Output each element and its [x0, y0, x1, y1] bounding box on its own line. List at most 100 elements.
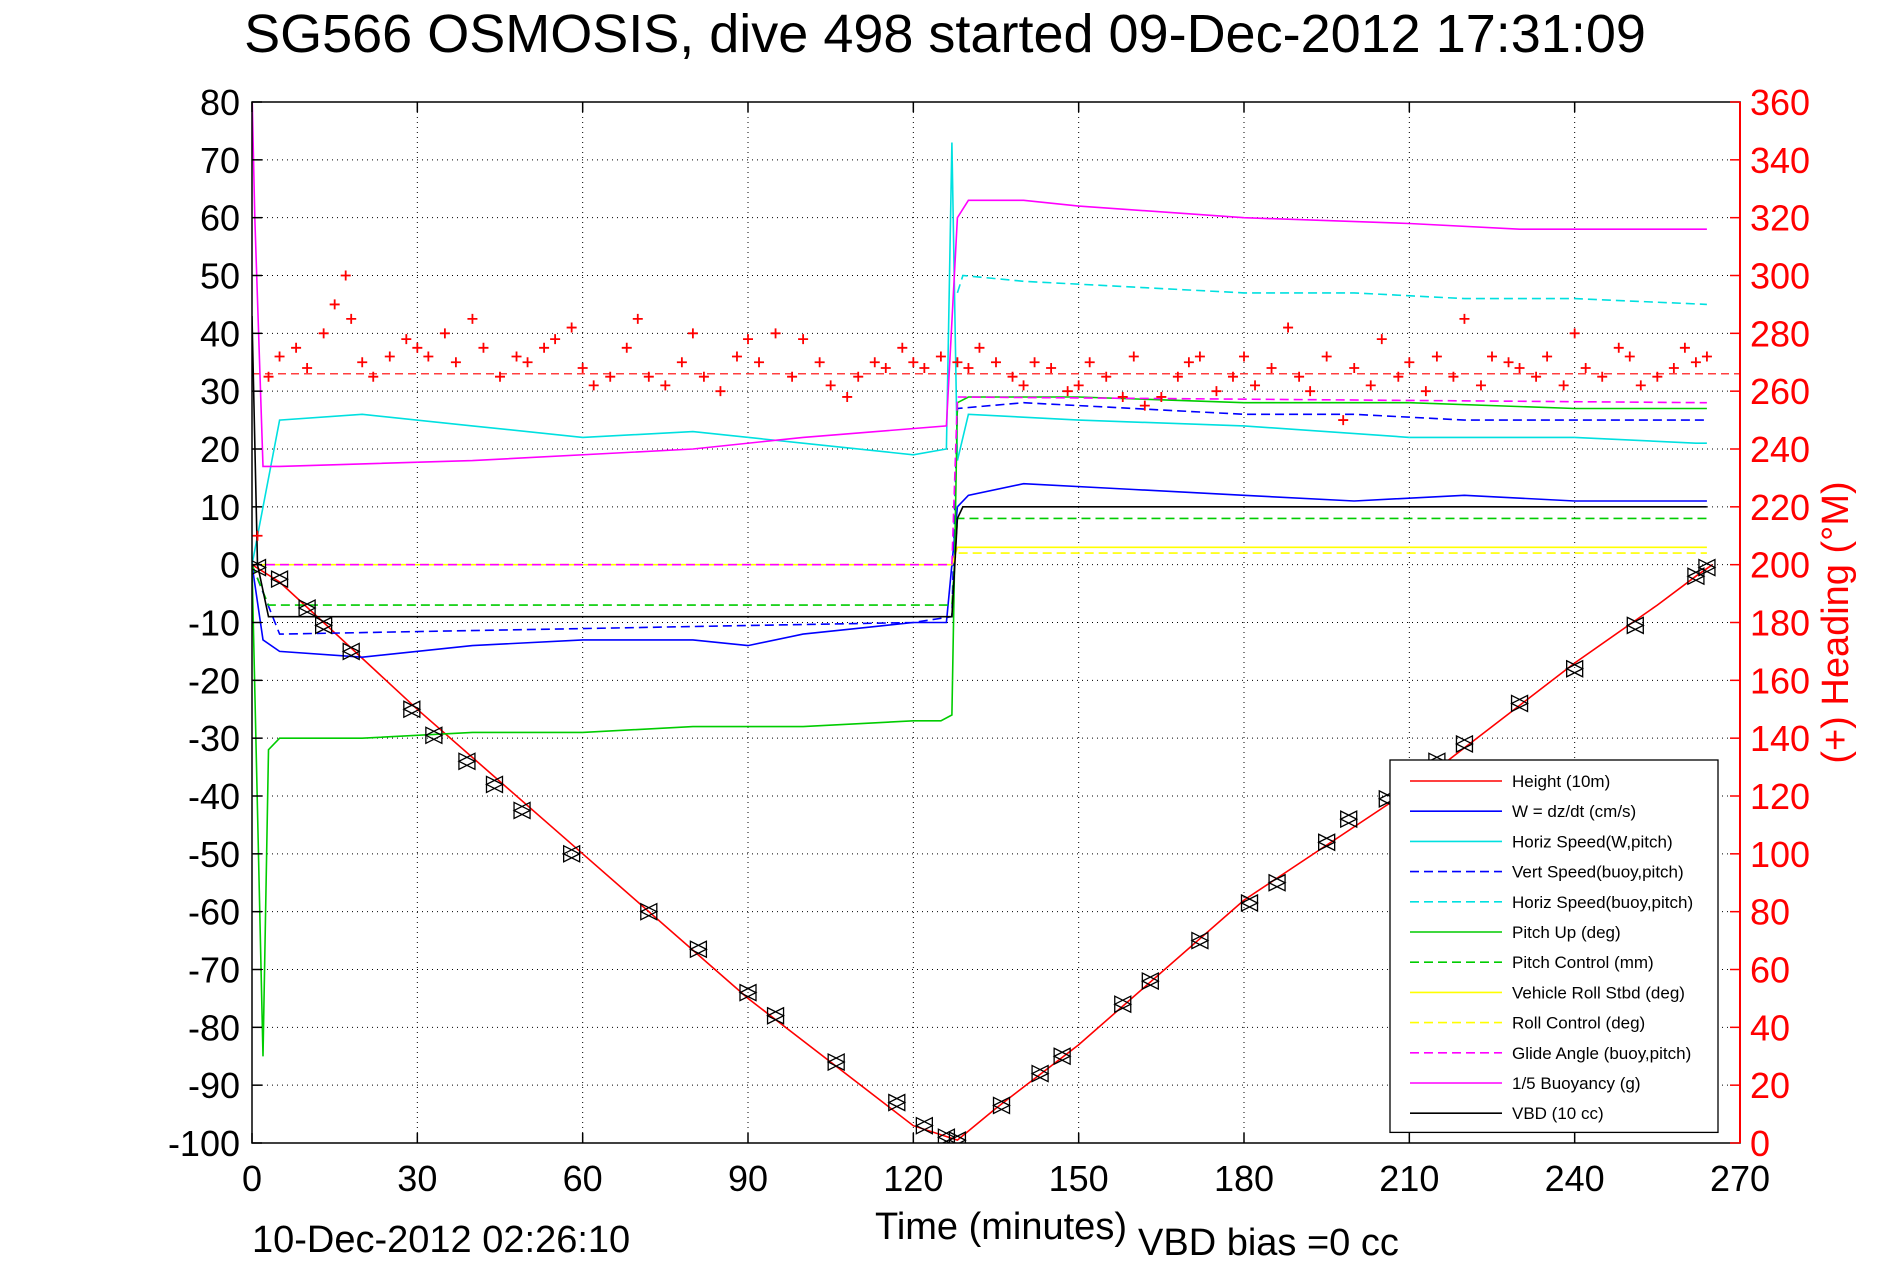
heading-point [731, 351, 742, 362]
heading-point [853, 371, 864, 382]
heading-point [1227, 371, 1238, 382]
heading-point [1459, 313, 1470, 324]
heading-point [1448, 371, 1459, 382]
depth-marker [1697, 558, 1717, 577]
legend-label: 1/5 Buoyancy (g) [1512, 1074, 1641, 1093]
right-y-axis-label: (+) Heading (°M) [1815, 481, 1857, 763]
heading-point [1321, 351, 1332, 362]
x-axis-label: Time (minutes) [875, 1206, 1127, 1248]
right-y-tick-label: 160 [1750, 660, 1810, 701]
heading-point [1139, 400, 1150, 411]
y-tick-label: -80 [188, 1007, 240, 1048]
heading-point [252, 530, 263, 541]
heading-point [1117, 391, 1128, 402]
heading-point [1183, 357, 1194, 368]
depth-marker [887, 1093, 907, 1112]
right-y-tick-label: 140 [1750, 718, 1810, 759]
heading-point [919, 363, 930, 374]
heading-point [1431, 351, 1442, 362]
legend-label: Glide Angle (buoy,pitch) [1512, 1044, 1691, 1063]
series-1-5-buoyancy-g [252, 102, 1707, 468]
depth-marker [457, 752, 477, 771]
right-y-tick-label: 200 [1750, 545, 1810, 586]
y-tick-label: 30 [200, 371, 240, 412]
x-tick-label: 30 [397, 1158, 437, 1199]
depth-marker [341, 642, 361, 661]
heading-point [1062, 386, 1073, 397]
right-y-tick-label: 20 [1750, 1065, 1790, 1106]
y-tick-label: -30 [188, 718, 240, 759]
depth-marker [314, 616, 334, 635]
heading-point [566, 322, 577, 333]
heading-point [450, 357, 461, 368]
heading-point [605, 371, 616, 382]
heading-point [439, 328, 450, 339]
legend-label: Pitch Control (mm) [1512, 953, 1654, 972]
y-tick-label: -40 [188, 776, 240, 817]
depth-marker [738, 983, 758, 1002]
heading-point [842, 391, 853, 402]
depth-marker [947, 1131, 967, 1143]
y-tick-label: 80 [200, 82, 240, 123]
heading-point [1597, 371, 1608, 382]
depth-marker [1030, 1064, 1050, 1083]
heading-point [478, 342, 489, 353]
heading-point [1542, 351, 1553, 362]
heading-point [539, 342, 550, 353]
depth-marker [688, 940, 708, 959]
right-y-tick-label: 260 [1750, 371, 1810, 412]
heading-point [1635, 380, 1646, 391]
heading-point [798, 334, 809, 345]
depth-marker [297, 598, 317, 618]
heading-point [1266, 363, 1277, 374]
heading-point [1624, 351, 1635, 362]
x-tick-label: 0 [242, 1158, 262, 1199]
x-tick-label: 240 [1545, 1158, 1605, 1199]
y-tick-label: 70 [200, 140, 240, 181]
depth-marker [914, 1116, 934, 1135]
depth-marker [424, 726, 444, 745]
heading-point [1569, 328, 1580, 339]
right-y-tick-label: 40 [1750, 1007, 1790, 1048]
legend-label: Vert Speed(buoy,pitch) [1512, 863, 1684, 882]
right-y-tick-label: 280 [1750, 313, 1810, 354]
heading-point [897, 342, 908, 353]
y-tick-label: -50 [188, 834, 240, 875]
y-tick-label: -100 [168, 1123, 240, 1164]
series-pitch-up-deg [252, 396, 1707, 1057]
heading-point [588, 380, 599, 391]
heading-markers [252, 270, 1712, 541]
heading-point [357, 357, 368, 368]
right-y-tick-label: 120 [1750, 776, 1810, 817]
heading-point [329, 299, 340, 310]
heading-point [1294, 371, 1305, 382]
depth-marker [562, 844, 582, 863]
heading-point [1393, 371, 1404, 382]
heading-point [511, 351, 522, 362]
depth-marker [485, 775, 504, 794]
series-horiz-speed-w-pitch [252, 142, 1707, 565]
heading-point [1101, 371, 1112, 382]
heading-point [814, 357, 825, 368]
dive-end-timestamp: 10-Dec-2012 02:26:10 [252, 1219, 630, 1261]
depth-marker [512, 801, 532, 820]
heading-point [1029, 357, 1040, 368]
heading-point [1156, 391, 1167, 402]
heading-point [423, 351, 434, 362]
depth-markers [252, 558, 1717, 1143]
depth-marker [1140, 972, 1160, 991]
heading-point [632, 313, 643, 324]
heading-point [743, 334, 753, 345]
heading-point [1475, 380, 1486, 391]
heading-point [522, 357, 533, 368]
x-tick-label: 210 [1379, 1158, 1439, 1199]
heading-point [1211, 386, 1222, 397]
heading-point [1365, 380, 1376, 391]
depth-marker [402, 700, 422, 719]
depth-marker [1267, 873, 1287, 892]
x-tick-label: 90 [728, 1158, 768, 1199]
y-tick-label: 20 [200, 429, 240, 470]
depth-marker [639, 902, 659, 921]
heading-point [1503, 357, 1514, 368]
